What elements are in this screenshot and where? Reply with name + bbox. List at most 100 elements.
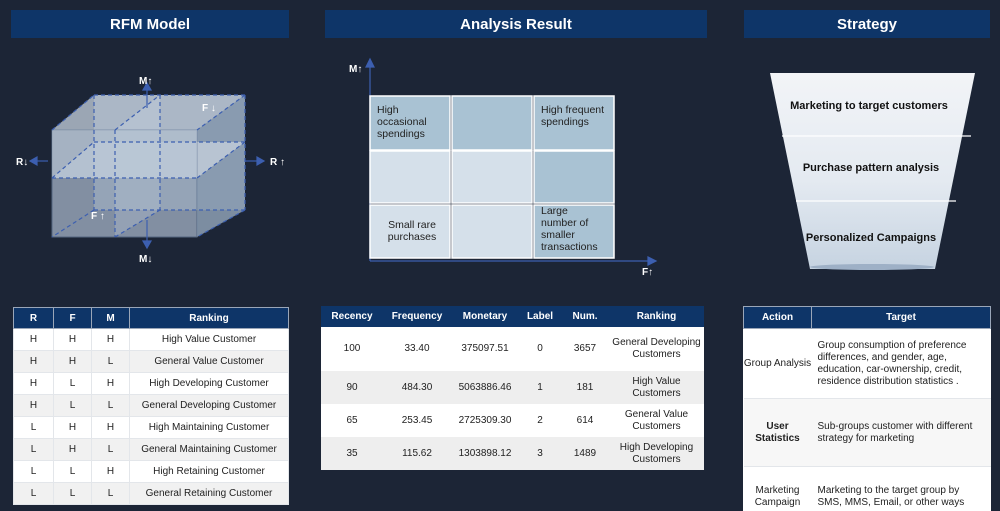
- cell: 35: [321, 437, 383, 470]
- cell: H: [53, 438, 92, 461]
- cell: 2: [537, 414, 543, 426]
- analysis-result-header: Analysis Result: [325, 10, 707, 38]
- cell: H: [13, 394, 54, 417]
- col-r: R: [13, 307, 54, 329]
- grid-label-bottom-right: Large number of smaller transactions: [541, 205, 598, 253]
- cell: 90: [321, 371, 383, 404]
- table-row: User Statistics Sub-groups customer with …: [743, 398, 991, 467]
- cell: High Developing Customer: [129, 372, 289, 395]
- rfm-model-header: RFM Model: [11, 10, 289, 38]
- cell: H: [91, 460, 130, 483]
- cube-r-right-label: R ↑: [270, 157, 285, 168]
- cube-r-left-label: R↓: [16, 157, 28, 168]
- cell: 65: [346, 414, 358, 426]
- col-ranking: Ranking: [129, 307, 289, 329]
- col-label: Label: [519, 306, 561, 327]
- table-row: L H H High Maintaining Customer: [13, 416, 289, 439]
- cube-f-down-label: F ↓: [202, 103, 216, 114]
- cell: High Retaining Customer: [129, 460, 289, 483]
- cell: High Developing Customers: [609, 437, 704, 470]
- grid-cell-r1c3: [533, 95, 615, 151]
- cell: L: [13, 416, 54, 439]
- cell: L: [91, 350, 130, 373]
- grid-x-axis-label: F↑: [642, 267, 653, 278]
- grid-cell-r2c2: [451, 150, 533, 204]
- analysis-result-table: Recency Frequency Monetary Label Num. Ra…: [321, 306, 704, 470]
- cell: High Value Customer: [129, 328, 289, 351]
- rfm-cube-diagram: M↑ M↓ R↓ R ↑ F ↓ F ↑: [16, 76, 285, 265]
- cell: L: [91, 438, 130, 461]
- strategy-header: Strategy: [744, 10, 990, 38]
- strategy-funnel: [770, 73, 975, 270]
- table-row: H L H High Developing Customer: [13, 372, 289, 395]
- cell: H: [91, 372, 130, 395]
- cube-top-face: [52, 95, 245, 130]
- cube-m-down-label: M↓: [139, 254, 152, 265]
- cube-front-upper: [52, 130, 197, 178]
- cell: L: [53, 372, 92, 395]
- cell: General Retaining Customer: [129, 482, 289, 505]
- cell: General Developing Customers: [612, 337, 701, 360]
- cell: L: [91, 394, 130, 417]
- col-target: Target: [811, 306, 991, 329]
- cell: H: [53, 416, 92, 439]
- cell: Group Analysis: [743, 328, 812, 399]
- grid-cell-r3c3: [533, 204, 615, 259]
- cell: H: [13, 350, 54, 373]
- table-row: Group Analysis Group consumption of prefe…: [743, 328, 991, 399]
- grid-y-axis-label: M↑: [349, 64, 362, 75]
- cell: L: [13, 460, 54, 483]
- cell: 1: [519, 371, 561, 404]
- cube-f-up-label: F ↑: [91, 211, 105, 222]
- cell: H: [13, 328, 54, 351]
- cell: 1489: [561, 437, 609, 470]
- cell: 0: [537, 343, 543, 354]
- cell: L: [13, 438, 54, 461]
- funnel-level-2: Purchase pattern analysis: [802, 162, 940, 174]
- cell: User Statistics: [743, 398, 812, 467]
- table-row: L L H High Retaining Customer: [13, 460, 289, 483]
- analysis-grid-axes: M↑ F↑: [349, 57, 658, 278]
- cell: General Maintaining Customer: [129, 438, 289, 461]
- table-row: 90 484.30 5063886.46 1 181 High Value Custome…: [321, 371, 704, 404]
- cell: 2725309.30: [458, 414, 512, 426]
- cell: 5063886.46: [451, 371, 519, 404]
- strategy-table-header: Action Target: [743, 306, 991, 329]
- cell: H: [53, 328, 92, 351]
- strategy-table: Action Target Group Analysis Group consum…: [743, 306, 991, 511]
- grid-label-top-left: High occasional spendings: [377, 104, 427, 140]
- cell: 253.45: [401, 414, 433, 426]
- table-row: 35 115.62 1303898.12 3 1489 High Developing C…: [321, 437, 704, 470]
- cell: 100: [343, 343, 361, 354]
- cell: 3657: [573, 343, 597, 354]
- grid-label-bottom-left: Small rare purchases: [387, 219, 437, 243]
- cell: 614: [576, 414, 594, 426]
- cell: Marketing to the target group by SMS, MM…: [811, 466, 991, 511]
- col-f: F: [53, 307, 92, 329]
- cell: 3: [519, 437, 561, 470]
- cube-m-up-label: M↑: [139, 76, 152, 87]
- table-row: L H L General Maintaining Customer: [13, 438, 289, 461]
- cell: L: [91, 482, 130, 505]
- funnel-level-1: Marketing to target customers: [790, 100, 948, 112]
- cell: High Maintaining Customer: [129, 416, 289, 439]
- cell: L: [13, 482, 54, 505]
- funnel-bottom-rim: [810, 264, 934, 270]
- table-row: Marketing Campaign Marketing to the targe…: [743, 466, 991, 511]
- cell: H: [91, 328, 130, 351]
- cell: General Developing Customer: [129, 394, 289, 417]
- cell: Group consumption of preference differen…: [811, 328, 991, 399]
- col-recency: Recency: [321, 306, 383, 327]
- table-row: H H H High Value Customer: [13, 328, 289, 351]
- grid-cell-r2c1: [369, 150, 451, 204]
- table-row: L L L General Retaining Customer: [13, 482, 289, 505]
- cell: 181: [561, 371, 609, 404]
- rfm-table-header: R F M Ranking: [13, 307, 289, 329]
- cell: 33.40: [404, 343, 430, 354]
- cell: 484.30: [383, 371, 451, 404]
- cube-right-face: [197, 95, 245, 237]
- cell: H: [13, 372, 54, 395]
- col-ranking: Ranking: [609, 306, 704, 327]
- cell: H: [91, 416, 130, 439]
- funnel-body: [770, 73, 975, 269]
